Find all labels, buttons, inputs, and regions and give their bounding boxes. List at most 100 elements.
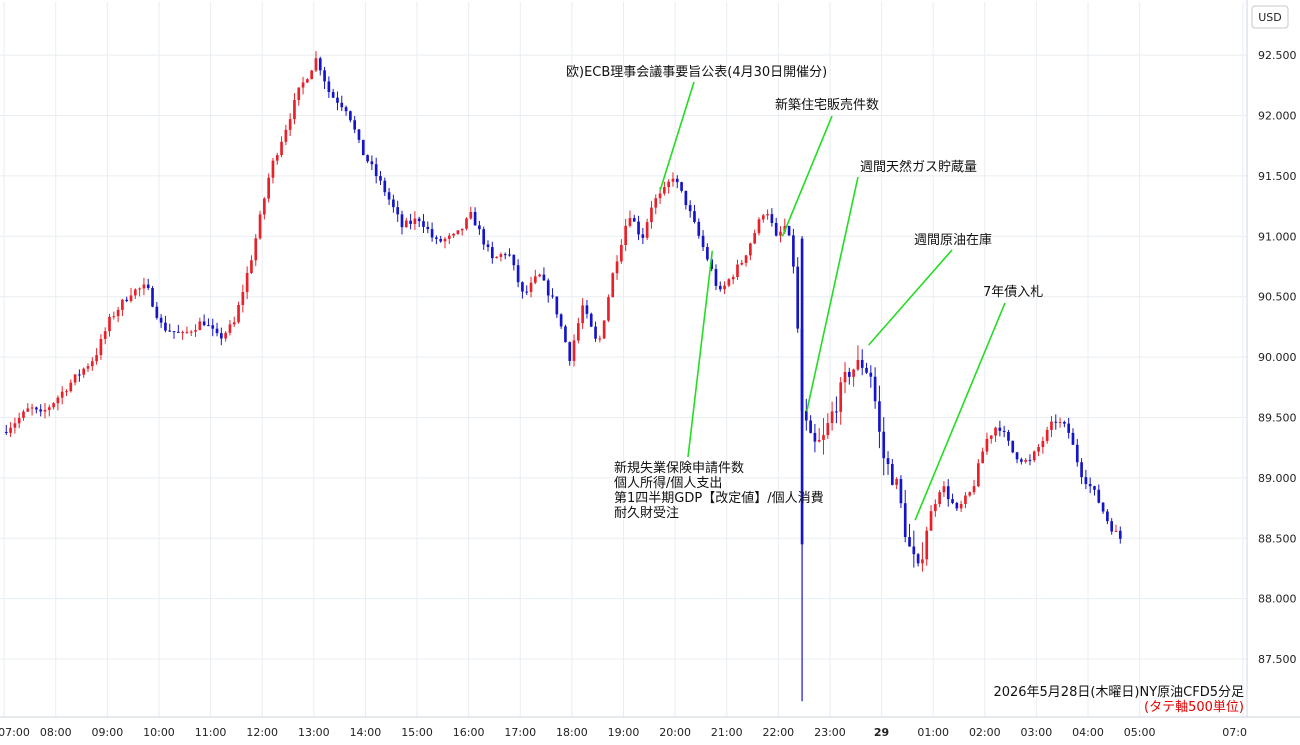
event-callout-line bbox=[914, 302, 1006, 521]
candle-body bbox=[1011, 440, 1015, 453]
candle-body bbox=[1088, 484, 1092, 487]
x-tick-label: 03:00 bbox=[1021, 726, 1053, 739]
candle-body bbox=[1063, 421, 1066, 424]
event-callout-line bbox=[687, 250, 714, 458]
x-tick-label: 11:00 bbox=[195, 726, 227, 739]
candle-body bbox=[267, 177, 270, 199]
candle-body bbox=[529, 282, 533, 292]
candle-body bbox=[349, 111, 352, 121]
candle-body bbox=[232, 322, 236, 325]
gridlines bbox=[0, 2, 1247, 717]
candle-body bbox=[671, 178, 675, 182]
candle-body bbox=[581, 305, 584, 324]
candle-body bbox=[749, 243, 752, 256]
candle-body bbox=[826, 423, 830, 436]
candle-body bbox=[521, 282, 524, 292]
candle-body bbox=[452, 233, 455, 236]
candle-body bbox=[916, 554, 920, 564]
candle-body bbox=[938, 492, 941, 505]
candle-body bbox=[968, 492, 972, 496]
candle-body bbox=[56, 397, 60, 404]
x-tick-label: 04:00 bbox=[1072, 726, 1104, 739]
candle-body bbox=[499, 254, 503, 257]
candle-body bbox=[387, 192, 391, 200]
candle-body bbox=[43, 409, 47, 412]
candle-body bbox=[688, 205, 692, 212]
x-tick-label: 12:00 bbox=[246, 726, 278, 739]
candle-body bbox=[620, 244, 623, 262]
currency-label[interactable]: USD bbox=[1251, 5, 1289, 29]
candle-body bbox=[116, 309, 120, 317]
candle-body bbox=[779, 231, 782, 236]
candle-body bbox=[90, 361, 94, 367]
candle-body bbox=[542, 274, 546, 281]
candle-body bbox=[589, 313, 593, 327]
candle-body bbox=[792, 235, 795, 267]
candle-body bbox=[602, 320, 606, 339]
candle-body bbox=[245, 272, 249, 293]
candle-body bbox=[275, 155, 279, 161]
candle-body bbox=[95, 355, 98, 362]
candle-body bbox=[675, 178, 679, 183]
candle-body bbox=[650, 207, 653, 223]
y-tick-label: 90.500 bbox=[1258, 291, 1297, 304]
chart-caption-title: 2026年5月28日(木曜日)NY原油CFD5分足 bbox=[993, 685, 1244, 700]
x-axis: 07:00 08:00 09:00 10:00 11:00 12:00 13:00 14:00… bbox=[0, 716, 1300, 739]
x-tick-label: 20:00 bbox=[659, 726, 691, 739]
candle-body bbox=[336, 97, 339, 103]
candle-body bbox=[1050, 421, 1053, 430]
candle-body bbox=[306, 79, 309, 83]
x-tick-label: 02:00 bbox=[969, 726, 1001, 739]
candle-body bbox=[632, 218, 636, 222]
candle-body bbox=[1080, 462, 1083, 478]
candle-body bbox=[78, 374, 81, 376]
candle-body bbox=[47, 407, 51, 410]
candle-body bbox=[1032, 451, 1036, 461]
candle-body bbox=[172, 331, 176, 333]
candle-body bbox=[594, 326, 597, 339]
candle-body bbox=[293, 99, 296, 120]
candle-body bbox=[972, 486, 976, 493]
candle-body bbox=[417, 218, 421, 222]
candle-body bbox=[327, 81, 331, 93]
candle-body bbox=[955, 502, 959, 509]
candle-body bbox=[353, 120, 357, 130]
candle-body bbox=[1097, 489, 1101, 503]
candle-body bbox=[224, 332, 227, 339]
candle-body bbox=[357, 129, 361, 140]
candle-body bbox=[340, 102, 344, 108]
candle-body bbox=[847, 371, 851, 377]
candle-body bbox=[146, 284, 150, 289]
candle-body bbox=[426, 226, 430, 230]
candle-body bbox=[895, 479, 898, 485]
candle-body bbox=[1045, 429, 1049, 441]
event-callout-line bbox=[659, 81, 695, 191]
event-label: 新築住宅販売件数 bbox=[775, 97, 879, 113]
candle-body bbox=[241, 292, 245, 305]
candle-body bbox=[598, 338, 602, 340]
candle-body bbox=[404, 220, 408, 228]
candle-body bbox=[804, 410, 808, 421]
candle-body bbox=[1101, 502, 1105, 512]
candle-body bbox=[73, 374, 77, 383]
candle-body bbox=[4, 431, 8, 433]
candle-body bbox=[697, 221, 701, 236]
candle-body bbox=[60, 391, 64, 398]
candle-body bbox=[22, 411, 25, 418]
candle-body bbox=[946, 486, 950, 500]
candle-body bbox=[710, 259, 714, 270]
candle-body bbox=[228, 324, 232, 333]
x-tick-label: 21:00 bbox=[711, 726, 743, 739]
x-tick-label: 18:00 bbox=[556, 726, 588, 739]
event-label: 新規失業保険申請件数 bbox=[614, 460, 744, 476]
y-tick-label: 92.000 bbox=[1258, 110, 1297, 123]
candle-body bbox=[865, 367, 868, 373]
candle-body bbox=[555, 296, 559, 315]
chart-caption-subtitle: (タテ軸500単位) bbox=[1144, 699, 1244, 715]
event-callout-line bbox=[805, 176, 859, 412]
candle-body bbox=[271, 160, 275, 178]
candle-body bbox=[654, 198, 658, 208]
candle-body bbox=[422, 221, 425, 227]
candle-body bbox=[564, 326, 567, 343]
